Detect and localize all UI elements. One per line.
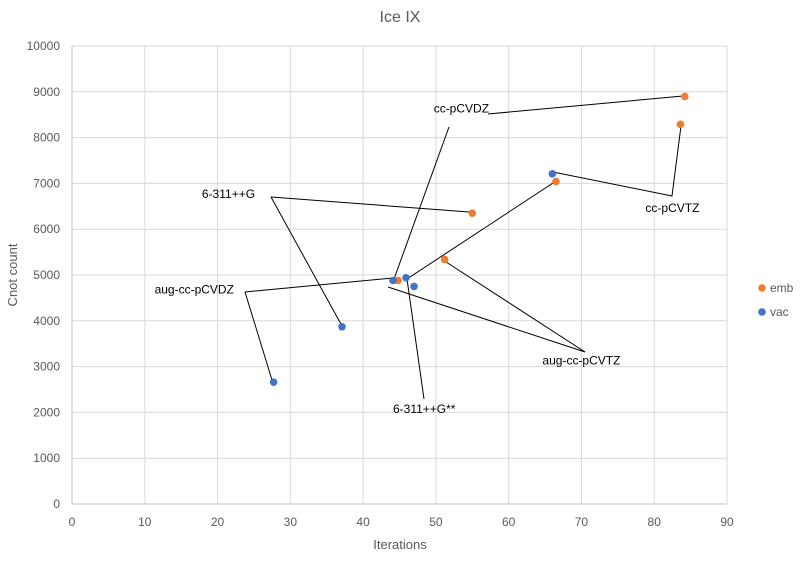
x-tick-label: 20 (211, 515, 225, 529)
annotation-label: aug-cc-pCVTZ (542, 353, 620, 367)
gridlines (72, 45, 728, 504)
x-tick-label: 60 (502, 515, 516, 529)
y-tick-label: 2000 (33, 405, 60, 419)
y-tick-label: 3000 (33, 360, 60, 374)
y-tick-label: 4000 (33, 314, 60, 328)
legend-label-vac: vac (770, 305, 789, 319)
chart-title: Ice IX (380, 9, 421, 26)
axes (71, 46, 727, 505)
leader-line (442, 259, 586, 353)
annotation-label: cc-pCVTZ (645, 201, 699, 215)
point-vac (269, 378, 278, 386)
leader-line (487, 95, 684, 115)
x-tick-label: 90 (720, 515, 734, 529)
leader-line (270, 196, 343, 327)
point-emb (676, 120, 685, 129)
leader-line (270, 196, 470, 213)
leader-line (244, 291, 273, 381)
x-tick-label: 50 (429, 515, 443, 529)
annotations: cc-pCVDZ 6-311++G cc-pCVTZ aug-cc-pCVDZ aug-… (155, 101, 700, 415)
y-tick-label: 1000 (33, 451, 60, 465)
point-vac (548, 169, 557, 178)
annotation-label: 6-311++G** (393, 402, 456, 416)
x-tick-label: 80 (648, 515, 662, 529)
point-emb (680, 92, 689, 101)
point-vac (402, 273, 410, 282)
point-emb (468, 209, 477, 217)
x-axis-label: Iterations (373, 537, 427, 552)
leader-line (552, 125, 682, 197)
point-emb (440, 255, 449, 264)
leader-line (393, 126, 450, 280)
y-axis-label: Cnot count (5, 243, 20, 306)
x-tick-label: 0 (69, 515, 76, 529)
y-tick-label: 10000 (27, 39, 61, 53)
data-points (269, 92, 689, 386)
x-tick-label: 30 (284, 515, 298, 529)
legend: emb vac (758, 281, 794, 319)
point-vac (338, 322, 346, 331)
legend-label-emb: emb (770, 281, 794, 295)
x-tick-label: 40 (356, 515, 370, 529)
y-tick-label: 7000 (33, 176, 60, 190)
legend-marker-vac (758, 308, 766, 316)
y-tick-label: 5000 (33, 268, 60, 282)
leader-line (387, 286, 586, 353)
point-vac (410, 282, 418, 291)
annotation-label: cc-pCVDZ (434, 101, 489, 115)
point-vac (389, 276, 397, 285)
legend-marker-emb (758, 284, 766, 292)
y-tick-label: 8000 (33, 131, 60, 145)
annotation-label: 6-311++G (202, 187, 255, 201)
leader-line (244, 277, 394, 293)
y-tick-label: 0 (53, 497, 60, 511)
y-tick-label: 6000 (33, 222, 60, 236)
tick-labels: 0 10 20 30 40 50 60 70 80 90 0 1000 2000 3000 4000 5000… (27, 39, 734, 529)
x-tick-label: 70 (575, 515, 589, 529)
point-emb (552, 177, 560, 186)
y-tick-label: 9000 (33, 85, 60, 99)
x-tick-label: 10 (138, 515, 152, 529)
annotation-label: aug-cc-pCVDZ (155, 282, 234, 296)
